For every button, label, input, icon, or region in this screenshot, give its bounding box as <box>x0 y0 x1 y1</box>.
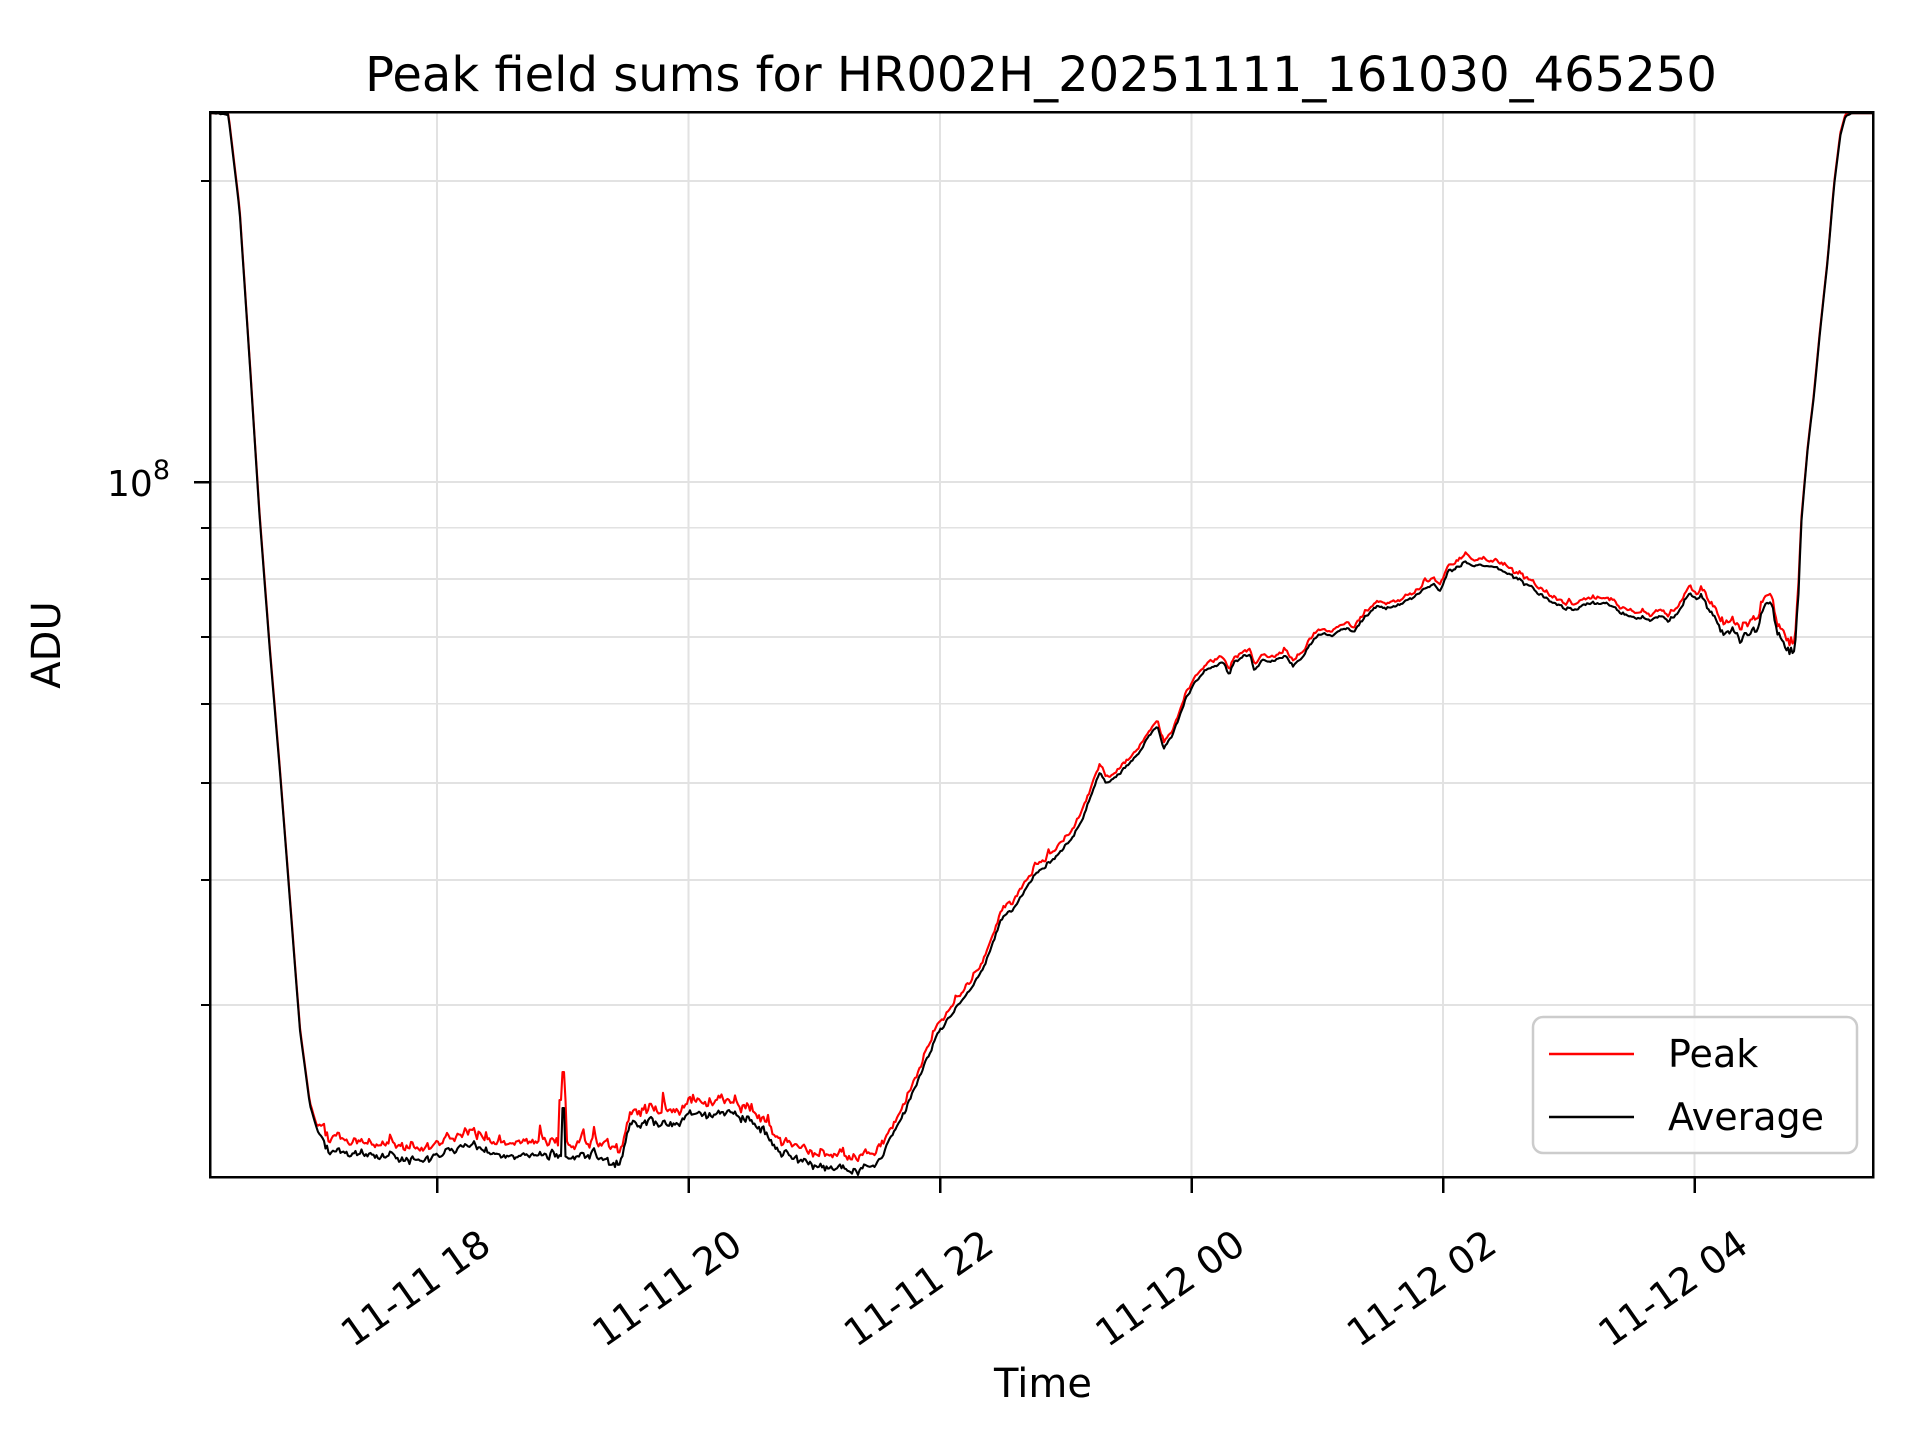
peak-series-line <box>210 112 1872 1163</box>
y-axis-label: ADU <box>24 601 70 688</box>
legend-average-label: Average <box>1668 1095 1824 1139</box>
y-tick-label-1e8: 108 <box>107 455 170 505</box>
axes-spines <box>208 110 1875 1179</box>
x-axis-label: Time <box>993 1361 1092 1407</box>
plot-series <box>210 112 1872 1176</box>
chart-title: Peak field sums for HR002H_20251111_1610… <box>365 47 1717 103</box>
average-series-line <box>210 112 1872 1176</box>
legend-peak-label: Peak <box>1668 1032 1758 1076</box>
legend: Peak Average <box>1531 1015 1859 1155</box>
legend-box <box>1531 1015 1859 1155</box>
gridlines <box>210 112 1873 1177</box>
tick-marks <box>194 179 1696 1193</box>
